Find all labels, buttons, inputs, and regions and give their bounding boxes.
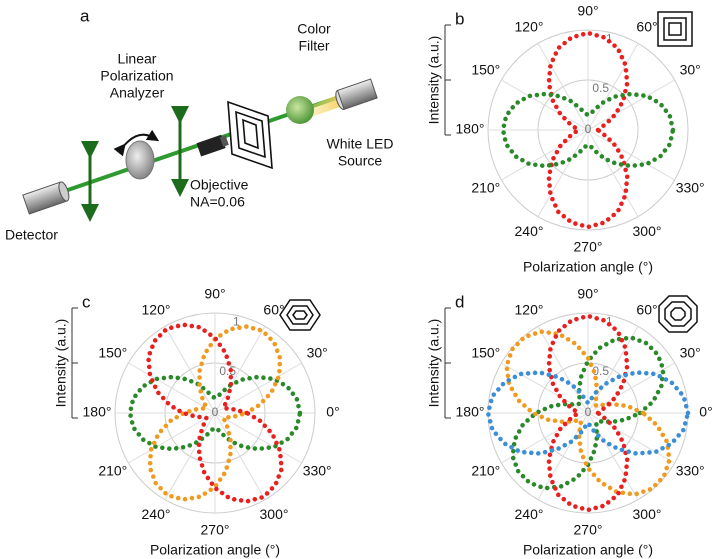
objective <box>197 133 230 156</box>
analyzer-label: Linear <box>118 51 157 67</box>
icon <box>280 12 697 332</box>
angle-tick-label: 90° <box>204 286 225 302</box>
angle-tick-label: 60° <box>263 302 284 318</box>
filter-label: Filter <box>298 38 329 54</box>
angle-tick-label: 120° <box>142 302 171 318</box>
led <box>334 79 377 111</box>
radial-grid-line <box>165 326 215 413</box>
y-axis-label: Intensity (a.u.) <box>53 319 69 408</box>
x-axis-label: Polarization angle (°) <box>523 259 653 275</box>
angle-tick-label: 330° <box>676 180 705 196</box>
r-tick-label: 0.5 <box>592 81 609 95</box>
y-axis-label: Intensity (a.u.) <box>426 36 442 125</box>
angle-tick-label: 330° <box>303 463 332 479</box>
angle-tick-label: 0° <box>326 404 339 420</box>
source-label: White LED <box>327 136 394 152</box>
angle-tick-label: 300° <box>260 506 289 522</box>
r-tick-label: 0 <box>585 405 592 419</box>
angle-tick-label: 150° <box>471 62 500 78</box>
sample <box>228 102 272 168</box>
detector <box>23 181 71 214</box>
angle-tick-label: 240° <box>515 506 544 522</box>
angle-tick-label: 60° <box>636 19 657 35</box>
r-tick-label: 0 <box>212 405 219 419</box>
panel-label: b <box>455 9 464 28</box>
panel-label: c <box>82 292 91 311</box>
angle-tick-label: 120° <box>515 302 544 318</box>
angle-tick-label: 120° <box>515 19 544 35</box>
angle-tick-label: 270° <box>574 522 603 538</box>
detector-label: Detector <box>5 227 58 243</box>
x-axis-label: Polarization angle (°) <box>150 542 280 558</box>
panel-label: a <box>80 6 90 25</box>
analyzer-label: Analyzer <box>110 85 165 101</box>
angle-tick-label: 180° <box>456 404 485 420</box>
angle-tick-label: 210° <box>98 463 127 479</box>
angle-tick-label: 180° <box>83 404 112 420</box>
angle-tick-label: 210° <box>471 180 500 196</box>
analyzer-label: Polarization <box>100 68 173 84</box>
x-axis-label: Polarization angle (°) <box>523 542 653 558</box>
angle-tick-label: 240° <box>515 223 544 239</box>
analyzer <box>126 141 154 179</box>
radial-grid-line <box>165 413 215 500</box>
objective-label: NA=0.06 <box>190 194 245 210</box>
setup-diagram: a Linear Polarization Analyzer Co <box>5 6 393 242</box>
source-label: Source <box>338 153 383 169</box>
radial-grid-line <box>215 413 265 500</box>
filter-label: Color <box>297 21 331 37</box>
angle-tick-label: 330° <box>676 463 705 479</box>
objective-label: Objective <box>190 177 249 193</box>
r-tick-label: 1 <box>606 315 613 329</box>
angle-tick-label: 210° <box>471 463 500 479</box>
angle-tick-label: 90° <box>577 3 598 19</box>
angle-tick-label: 150° <box>98 345 127 361</box>
figure: a Linear Polarization Analyzer Co <box>0 0 723 559</box>
color-filter <box>286 96 314 124</box>
angle-tick-label: 240° <box>142 506 171 522</box>
r-tick-label: 1 <box>606 32 613 46</box>
angle-tick-label: 30° <box>680 345 701 361</box>
r-tick-label: 0.5 <box>219 364 236 378</box>
angle-tick-label: 300° <box>633 223 662 239</box>
panel-label: d <box>455 292 464 311</box>
r-tick-label: 0 <box>585 122 592 136</box>
angle-tick-label: 90° <box>577 286 598 302</box>
angle-tick-label: 270° <box>201 522 230 538</box>
angle-tick-label: 30° <box>680 62 701 78</box>
y-axis-label: Intensity (a.u.) <box>426 319 442 408</box>
angle-tick-label: 150° <box>471 345 500 361</box>
radial-grid-line <box>538 130 588 217</box>
angle-tick-label: 180° <box>456 121 485 137</box>
angle-tick-label: 270° <box>574 239 603 255</box>
angle-tick-label: 300° <box>633 506 662 522</box>
angle-tick-label: 0° <box>699 404 712 420</box>
angle-tick-label: 30° <box>307 345 328 361</box>
angle-tick-label: 60° <box>636 302 657 318</box>
